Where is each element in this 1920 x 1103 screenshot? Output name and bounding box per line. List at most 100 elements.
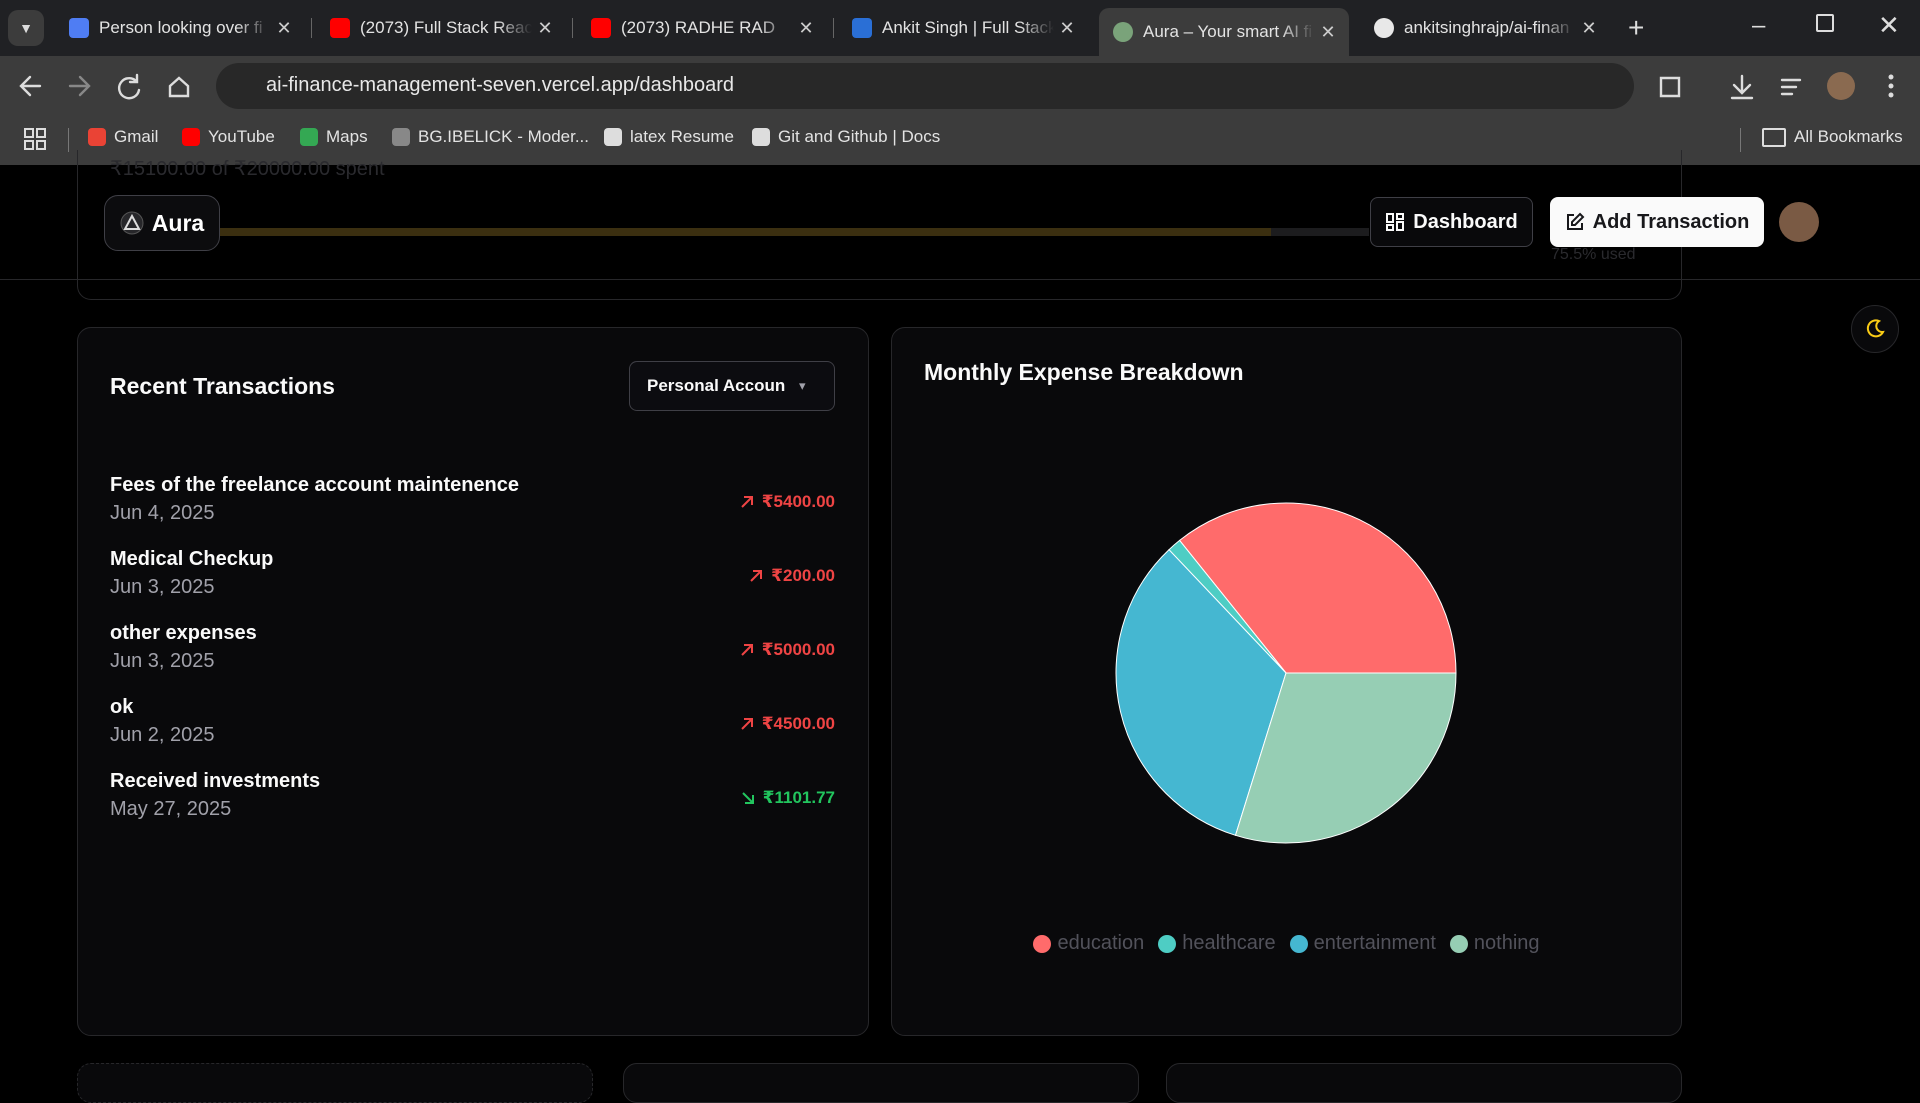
transaction-date: Jun 3, 2025 [110, 576, 215, 598]
bookmark[interactable]: Maps [300, 127, 368, 147]
transaction-amount: ₹1101.77 [741, 788, 835, 808]
tab-favicon [852, 18, 872, 38]
bottom-card [77, 1063, 593, 1103]
close-window[interactable]: ✕ [1878, 10, 1900, 40]
tab[interactable]: ankitsinghrajp/ai-finan ✕ [1360, 8, 1610, 48]
budget-fill [219, 228, 1271, 236]
tab-favicon [1113, 22, 1133, 42]
transactions-title: Recent Transactions [110, 373, 335, 399]
forward[interactable] [68, 75, 91, 97]
media[interactable] [1780, 78, 1802, 96]
back[interactable] [19, 75, 42, 97]
bookmark[interactable]: YouTube [182, 127, 275, 147]
direction-icon [741, 496, 753, 508]
tab-separator [572, 18, 573, 38]
downloads[interactable] [1730, 74, 1754, 100]
direction-icon [741, 718, 753, 730]
bookmark-icon [604, 128, 622, 146]
bookmark-label: YouTube [208, 127, 275, 146]
amount-text: ₹5400.00 [761, 492, 835, 511]
amount-text: ₹5000.00 [761, 640, 835, 659]
pie-slice [1234, 672, 1457, 844]
legend-label: education [1057, 932, 1145, 954]
chart-title: Monthly Expense Breakdown [924, 359, 1244, 385]
bookmark[interactable]: BG.IBELICK - Moder... [392, 127, 589, 147]
transaction-title: Received investments [110, 770, 321, 792]
tab-favicon [69, 18, 89, 38]
bookmark-label: Git and Github | Docs [778, 127, 941, 146]
apps-icon[interactable] [22, 126, 52, 156]
bookmark[interactable]: Gmail [88, 127, 158, 147]
bookmarks-bar [0, 114, 1920, 166]
transaction-date: Jun 2, 2025 [110, 724, 215, 746]
transaction-amount: ₹5000.00 [740, 640, 835, 660]
legend-label: healthcare [1182, 932, 1276, 954]
legend-swatch [1289, 934, 1308, 953]
tab-close[interactable]: ✕ [537, 17, 553, 38]
account-select-label: Personal Account [647, 376, 785, 395]
legend-item: education [1033, 932, 1144, 955]
brand-name: Aura [151, 209, 205, 236]
address-bar[interactable] [216, 63, 1634, 109]
tab-bar: ▼ Person looking over fi ✕ (2073) Full Sta… [0, 0, 1920, 56]
tab-separator [311, 18, 312, 38]
amount-text: ₹1101.77 [762, 788, 835, 807]
home[interactable] [168, 76, 190, 98]
dashboard-button[interactable]: Dashboard [1370, 197, 1533, 247]
transaction-title: ok [110, 696, 134, 718]
url[interactable]: ai-finance-management-seven.vercel.app/d… [266, 74, 735, 96]
dashboard-icon [1386, 213, 1405, 231]
transaction-amount: ₹200.00 [749, 566, 835, 586]
tab[interactable]: (2073) Full Stack React ✕ [316, 8, 566, 48]
pie-chart [1115, 502, 1457, 844]
amount-text: ₹200.00 [771, 566, 835, 585]
add-transaction-button[interactable]: Add Transaction [1550, 197, 1764, 247]
transactions-card [77, 327, 869, 1036]
legend-item: healthcare [1158, 932, 1276, 955]
bookmark-label: Gmail [114, 127, 159, 146]
tab-search[interactable]: ▼ [8, 10, 44, 46]
dashboard-label: Dashboard [1413, 210, 1518, 233]
budget-spent: ₹15100.00 of ₹20000.00 spent [110, 158, 385, 180]
minimize[interactable]: – [1752, 12, 1766, 39]
transaction-title: Medical Checkup [110, 548, 274, 570]
bookmark[interactable]: Git and Github | Docs [752, 127, 940, 147]
transaction-amount: ₹4500.00 [740, 714, 835, 734]
extensions[interactable] [1659, 76, 1681, 98]
tab-close[interactable]: ✕ [1059, 17, 1075, 38]
theme-toggle[interactable] [1851, 305, 1899, 353]
tab[interactable]: Ankit Singh | Full Stack ✕ [838, 8, 1088, 48]
legend-item: nothing [1449, 932, 1540, 955]
legend-label: nothing [1473, 932, 1540, 954]
bookmark[interactable]: latex Resume [604, 127, 734, 147]
moon-icon [1866, 319, 1885, 338]
transaction-title: Fees of the freelance account maintenenc… [110, 474, 520, 496]
bookmark-icon [392, 128, 410, 146]
reload[interactable] [118, 73, 141, 100]
account-select[interactable]: Personal Account ▾ [629, 361, 835, 411]
bookmark-icon [182, 128, 200, 146]
pie-slice [1115, 548, 1287, 836]
new-tab[interactable]: + [1628, 12, 1645, 43]
brand[interactable]: Aura [104, 195, 220, 251]
tab-favicon [1374, 18, 1394, 38]
profile[interactable] [1827, 72, 1855, 100]
tab-close[interactable]: ✕ [276, 17, 292, 38]
restore[interactable] [1816, 14, 1834, 32]
direction-icon [741, 792, 754, 804]
all-bookmarks[interactable]: All Bookmarks [1762, 127, 1903, 147]
tab-close[interactable]: ✕ [1581, 17, 1597, 38]
tab[interactable]: Aura – Your smart AI fi ✕ [1099, 8, 1349, 56]
bottom-card [1166, 1063, 1682, 1103]
tab[interactable]: (2073) RADHE RAD ✕ [577, 8, 827, 48]
bookmark-label: BG.IBELICK - Moder... [418, 127, 590, 146]
direction-icon [741, 644, 753, 656]
legend-swatch [1449, 934, 1468, 953]
tab-title: Aura – Your smart AI fi [1143, 22, 1313, 41]
tab[interactable]: Person looking over fi ✕ [55, 8, 305, 48]
tab-close[interactable]: ✕ [798, 17, 814, 38]
tab-close[interactable]: ✕ [1320, 21, 1336, 42]
bookmark-icon [752, 128, 770, 146]
user-avatar[interactable] [1779, 202, 1819, 242]
